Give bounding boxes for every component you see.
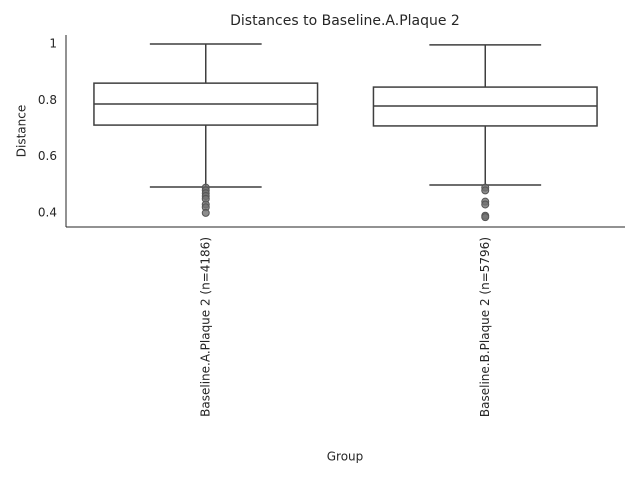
outlier	[481, 186, 490, 195]
x-tick-label: Baseline.B.Plaque 2 (n=5796)	[478, 237, 492, 417]
y-axis-label: Distance	[15, 105, 29, 157]
outlier	[201, 208, 210, 217]
y-tick-label: 0.4	[38, 205, 57, 219]
x-tick-label: Baseline.A.Plaque 2 (n=4186)	[198, 237, 212, 417]
outlier	[481, 200, 490, 209]
y-tick-label: 0.6	[38, 149, 57, 163]
outlier	[481, 213, 490, 222]
y-tick-label: 0.8	[38, 93, 57, 107]
chart-title: Distances to Baseline.A.Plaque 2	[230, 13, 460, 29]
x-axis-label: Group	[327, 450, 364, 464]
y-tick-label: 1	[49, 37, 57, 51]
